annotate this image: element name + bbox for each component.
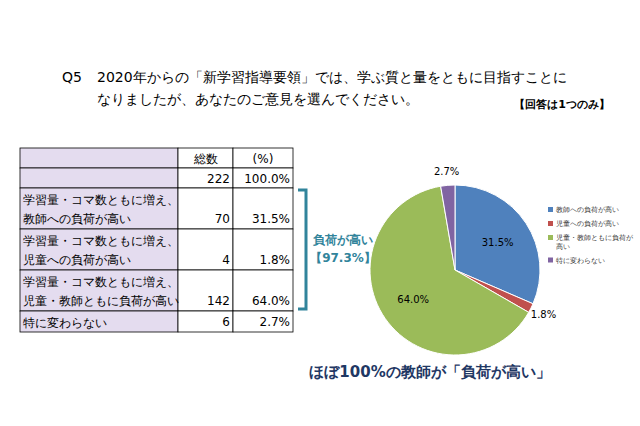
data-label: 31.5% xyxy=(482,237,514,248)
row-label: 学習量・コマ数ともに増え、 xyxy=(23,234,179,248)
legend-entry: 児童への負荷が高い xyxy=(556,220,619,228)
table-cell xyxy=(233,188,293,229)
data-label: 2.7% xyxy=(434,166,459,177)
answer-note: 【回答は1つのみ】 xyxy=(514,98,610,111)
row-count: 70 xyxy=(215,212,230,226)
table-cell xyxy=(178,311,233,332)
legend-line: 児童への負荷が高い xyxy=(556,220,619,228)
bracket xyxy=(298,190,306,309)
legend-line: 高い xyxy=(556,243,570,251)
row-count: 142 xyxy=(207,294,230,308)
table-total: 100.0% xyxy=(244,172,290,186)
legend-swatch xyxy=(548,221,553,226)
table-cell xyxy=(233,270,293,311)
row-label: 学習量・コマ数ともに増え、 xyxy=(23,193,179,207)
pie xyxy=(370,185,540,355)
data-label: 64.0% xyxy=(397,294,429,305)
row-label: 特に変わらない xyxy=(23,316,107,330)
row-label: 教師への負荷が高い xyxy=(23,212,131,226)
annotation: 負荷が高い xyxy=(313,233,373,247)
table-header-cell xyxy=(20,148,178,168)
question-text: なりましたが、あなたのご意見を選んでください。 xyxy=(97,91,419,107)
legend-line: 児童・教師ともに負荷が xyxy=(556,234,634,242)
row-count: 6 xyxy=(222,315,230,329)
table-cell xyxy=(20,188,178,229)
table-header-cell xyxy=(178,148,233,168)
table-cell xyxy=(233,168,293,188)
table-header: (%) xyxy=(253,152,274,166)
caption: ほぼ100%の教師が「負荷が高い」 xyxy=(309,363,550,381)
canvas: Q5 2020年からの「新学習指導要領」では、学ぶ質と量をともに目指すことになりま… xyxy=(0,0,640,426)
row-percent: 31.5% xyxy=(252,212,290,226)
table-cell xyxy=(20,229,178,270)
row-percent: 2.7% xyxy=(260,315,291,329)
table-total: 222 xyxy=(207,172,230,186)
row-label: 児童・教師ともに負荷が高い xyxy=(23,294,179,308)
legend-swatch xyxy=(548,207,553,212)
table-header: 総数 xyxy=(193,152,218,166)
row-label: 児童への負荷が高い xyxy=(23,253,131,267)
table-cell xyxy=(20,168,178,188)
pie-slice xyxy=(441,185,455,270)
legend-entry: 教師への負荷が高い xyxy=(556,206,619,214)
annotation: 【97.3%】 xyxy=(310,251,376,265)
table-cell xyxy=(20,270,178,311)
row-label: 学習量・コマ数ともに増え、 xyxy=(23,275,179,289)
table-cell xyxy=(233,311,293,332)
table-header-cell xyxy=(233,148,293,168)
background xyxy=(0,0,640,426)
question-text: 2020年からの「新学習指導要領」では、学ぶ質と量をともに目指すことに xyxy=(97,69,567,85)
row-count: 4 xyxy=(222,253,230,267)
table-cell xyxy=(178,188,233,229)
data-label: 1.8% xyxy=(531,309,556,320)
table-cell xyxy=(233,229,293,270)
table-cell xyxy=(178,270,233,311)
table-cell xyxy=(178,168,233,188)
legend-line: 教師への負荷が高い xyxy=(556,206,619,214)
row-percent: 1.8% xyxy=(260,253,291,267)
legend-entry: 児童・教師ともに負荷が高い xyxy=(556,234,634,251)
legend-swatch xyxy=(548,258,553,263)
legend-swatch xyxy=(548,235,553,240)
legend-entry: 特に変わらない xyxy=(556,257,605,265)
question-number: Q5 xyxy=(62,69,82,85)
table-cell xyxy=(20,311,178,332)
table-cell xyxy=(178,229,233,270)
legend-line: 特に変わらない xyxy=(556,257,605,265)
row-percent: 64.0% xyxy=(252,294,290,308)
